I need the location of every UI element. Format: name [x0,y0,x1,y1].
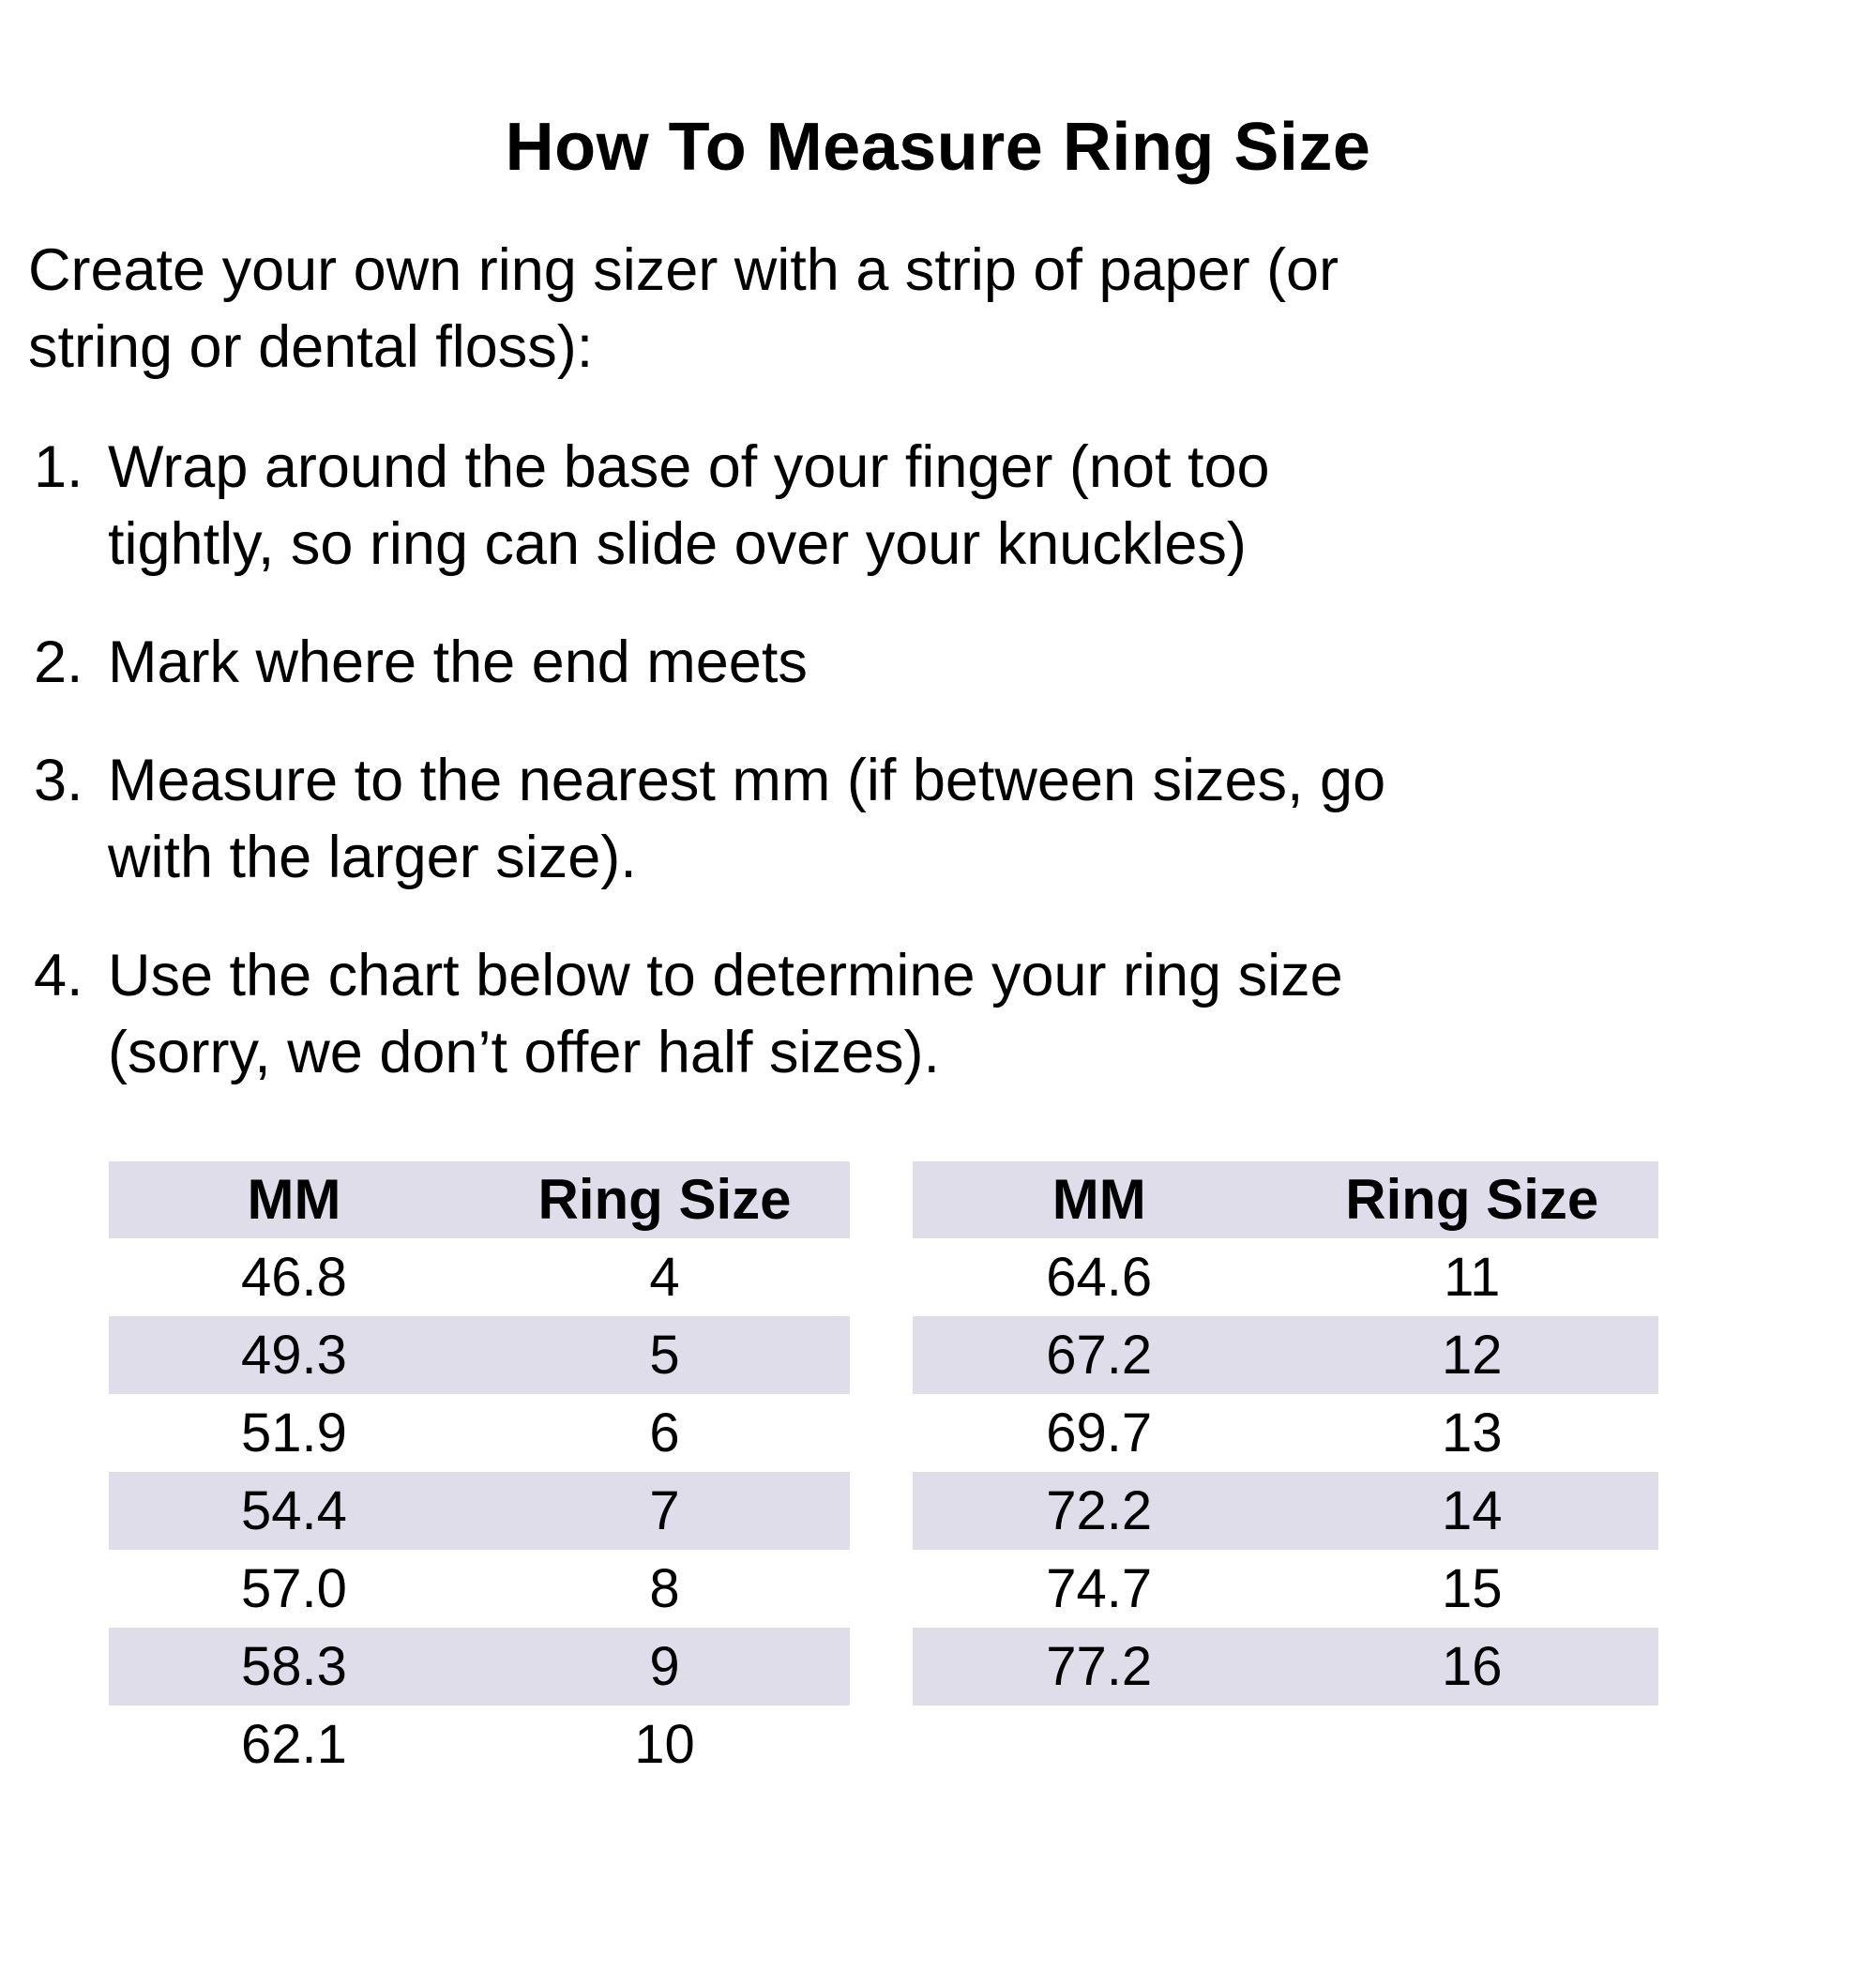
cell-ring-size: 14 [1441,1479,1503,1541]
table-row: 58.3 9 [109,1628,850,1706]
step-text: Use the chart below to determine your ri… [108,943,1343,1085]
cell-ring-size: 12 [1441,1324,1503,1386]
step-number: 1. [34,434,83,500]
cell-mm: 77.2 [1046,1635,1153,1697]
cell-mm: 46.8 [241,1246,347,1308]
table-row: 51.9 6 [109,1394,850,1472]
table-row: 62.1 10 [109,1706,850,1783]
ring-size-table-left: MM Ring Size 46.8 4 49.3 5 51.9 6 54.4 7… [109,1161,850,1783]
table-row: 72.2 14 [913,1472,1658,1550]
cell-mm: 64.6 [1046,1246,1153,1308]
table-row: 67.2 12 [913,1316,1658,1394]
cell-ring-size: 8 [649,1557,680,1619]
cell-ring-size: 16 [1441,1635,1503,1697]
cell-mm: 51.9 [241,1402,347,1463]
step-text: Mark where the end meets [108,629,808,695]
cell-mm: 72.2 [1046,1479,1153,1541]
cell-mm: 67.2 [1046,1324,1153,1386]
cell-ring-size: 10 [634,1713,695,1775]
cell-mm: 62.1 [241,1713,347,1775]
cell-ring-size: 11 [1444,1246,1501,1308]
table-row: 74.7 15 [913,1550,1658,1628]
cell-ring-size: 6 [649,1402,680,1463]
table-body: 46.8 4 49.3 5 51.9 6 54.4 7 57.0 8 58.3 … [109,1238,850,1783]
cell-ring-size: 4 [649,1246,680,1308]
ring-size-column-header: Ring Size [1345,1168,1599,1231]
step-number: 2. [34,629,83,695]
cell-ring-size: 9 [649,1635,680,1697]
step-item-3: 3. Measure to the nearest mm (if between… [34,742,1876,896]
table-row: 57.0 8 [109,1550,850,1628]
intro-text: Create your own ring sizer with a strip … [28,237,1339,380]
step-number: 4. [34,943,83,1008]
table-row: 77.2 16 [913,1628,1658,1706]
ring-size-table-right: MM Ring Size 64.6 11 67.2 12 69.7 13 72.… [913,1161,1658,1783]
step-item-1: 1. Wrap around the base of your finger (… [34,429,1876,583]
table-row: 49.3 5 [109,1316,850,1394]
cell-mm: 54.4 [241,1479,347,1541]
mm-column-header: MM [247,1168,341,1231]
step-item-2: 2. Mark where the end meets [34,624,1876,701]
cell-mm: 69.7 [1046,1402,1153,1463]
table-row: 46.8 4 [109,1238,850,1316]
cell-ring-size: 7 [649,1479,680,1541]
step-text: Measure to the nearest mm (if between si… [108,748,1386,890]
cell-ring-size: 5 [649,1324,680,1386]
step-item-4: 4. Use the chart below to determine your… [34,937,1876,1091]
table-header-row: MM Ring Size [913,1161,1658,1238]
ring-size-charts: MM Ring Size 46.8 4 49.3 5 51.9 6 54.4 7… [109,1161,1876,1783]
step-number: 3. [34,748,83,813]
table-row: 54.4 7 [109,1472,850,1550]
page-title: How To Measure Ring Size [505,110,1371,185]
table-header-row: MM Ring Size [109,1161,850,1238]
cell-ring-size: 13 [1441,1402,1503,1463]
table-row: 64.6 11 [913,1238,1658,1316]
cell-mm: 57.0 [241,1557,347,1619]
table-body: 64.6 11 67.2 12 69.7 13 72.2 14 74.7 15 … [913,1238,1658,1706]
mm-column-header: MM [1051,1168,1146,1231]
step-text: Wrap around the base of your finger (not… [108,434,1270,577]
cell-mm: 74.7 [1046,1557,1153,1619]
cell-mm: 58.3 [241,1635,347,1697]
ring-size-column-header: Ring Size [537,1168,792,1231]
cell-ring-size: 15 [1441,1557,1503,1619]
table-row: 69.7 13 [913,1394,1658,1472]
instruction-steps: 1. Wrap around the base of your finger (… [34,429,1876,1091]
cell-mm: 49.3 [241,1324,347,1386]
